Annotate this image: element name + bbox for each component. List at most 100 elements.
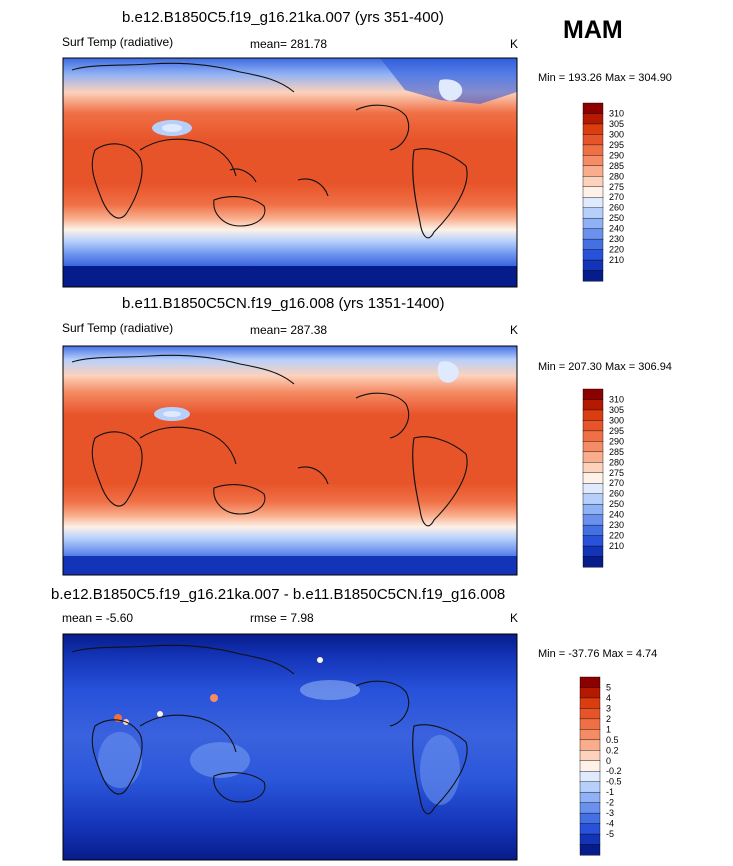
colorbar-1-label: 260 xyxy=(609,203,624,213)
colorbar-3-label: 0 xyxy=(606,756,611,766)
colorbar-2-swatch xyxy=(582,545,604,558)
colorbar-2-label: 305 xyxy=(609,405,624,415)
colorbar-1-label: 285 xyxy=(609,161,624,171)
colorbar-2-swatch xyxy=(582,503,604,516)
colorbar-3-label: -5 xyxy=(606,829,614,839)
panel-2-units: K xyxy=(510,323,519,337)
panel-1-mean: mean= 281.78 xyxy=(250,37,328,51)
colorbar-2-swatch xyxy=(582,556,604,568)
colorbar-1-label: 300 xyxy=(609,129,624,139)
colorbar-3-swatch xyxy=(579,833,601,846)
colorbar-2-swatch xyxy=(582,430,604,442)
colorbar-2-label: 220 xyxy=(609,531,624,541)
colorbar-1-label: 230 xyxy=(609,234,624,244)
colorbar-2-label: 295 xyxy=(609,426,624,436)
colorbar-3-swatch xyxy=(579,676,601,688)
colorbar-1-swatch xyxy=(582,155,604,167)
panel-1-units: K xyxy=(510,37,519,51)
colorbar-1-swatch xyxy=(582,217,604,230)
colorbar-3-swatch xyxy=(579,791,601,804)
panel-2-title: b.e11.B1850C5CN.f19_g16.008 (yrs 1351-14… xyxy=(122,295,445,312)
colorbar-2-swatch xyxy=(582,493,604,505)
colorbar-1-label: 250 xyxy=(609,213,624,223)
colorbar-3-swatch xyxy=(579,750,601,762)
colorbar-3-swatch xyxy=(579,812,601,825)
colorbar-2-swatch xyxy=(582,524,604,537)
colorbar-1-swatch xyxy=(582,207,604,219)
panel-3-units: K xyxy=(510,611,519,625)
colorbar-1-swatch xyxy=(582,144,604,156)
colorbar-1-label: 270 xyxy=(609,192,624,202)
colorbar-2-label: 300 xyxy=(609,415,624,425)
colorbar-2-label: 240 xyxy=(609,510,624,520)
colorbar-1-label: 275 xyxy=(609,182,624,192)
colorbar-1-swatch xyxy=(582,238,604,251)
colorbar-3-swatch xyxy=(579,771,601,783)
colorbar-1-swatch xyxy=(582,176,604,188)
colorbar-3-swatch xyxy=(579,687,601,699)
panel-3-minmax: Min = -37.76 Max = 4.74 xyxy=(538,648,658,660)
colorbar-3-swatch xyxy=(579,844,601,856)
colorbar-2-label: 310 xyxy=(609,394,624,404)
colorbar-2-swatch xyxy=(582,409,604,421)
colorbar-3-swatch xyxy=(579,781,601,793)
colorbar-2-label: 260 xyxy=(609,489,624,499)
map-panel-2 xyxy=(62,345,518,576)
panel-2-minmax: Min = 207.30 Max = 306.94 xyxy=(538,361,672,373)
panel-2-variable: Surf Temp (radiative) xyxy=(62,321,174,335)
colorbar-2-swatch xyxy=(582,472,604,484)
colorbar-2-label: 280 xyxy=(609,457,624,467)
colorbar-3-swatch xyxy=(579,697,601,709)
colorbar-2-label: 285 xyxy=(609,447,624,457)
colorbar-1-swatch xyxy=(582,270,604,282)
colorbar-1-swatch xyxy=(582,228,604,240)
map-panel-1 xyxy=(62,57,518,288)
panel-3-mean: mean = -5.60 xyxy=(62,611,134,625)
colorbar-3-label: -1 xyxy=(606,787,614,797)
colorbar-1-label: 210 xyxy=(609,255,624,265)
colorbar-2-label: 230 xyxy=(609,520,624,530)
colorbar-1-label: 240 xyxy=(609,224,624,234)
colorbar-2-swatch xyxy=(582,451,604,463)
colorbar-2-swatch xyxy=(582,535,604,547)
colorbar-3-label: 5 xyxy=(606,682,611,692)
panel-3-title: b.e12.B1850C5.f19_g16.21ka.007 - b.e11.B… xyxy=(51,586,506,603)
colorbar-2-label: 290 xyxy=(609,436,624,446)
colorbar-3-swatch xyxy=(579,729,601,741)
colorbar-2-swatch xyxy=(582,514,604,526)
colorbar-2-label: 275 xyxy=(609,468,624,478)
panel-1-variable: Surf Temp (radiative) xyxy=(62,35,174,49)
season-label: MAM xyxy=(563,16,623,44)
colorbar-3-label: -0.5 xyxy=(606,777,622,787)
panel-1-title: b.e12.B1850C5.f19_g16.21ka.007 (yrs 351-… xyxy=(122,9,444,26)
colorbar-3-label: -0.2 xyxy=(606,766,622,776)
colorbar-3-swatch xyxy=(579,708,601,720)
colorbar-2-label: 210 xyxy=(609,541,624,551)
colorbar-2-swatch xyxy=(582,483,604,495)
colorbar-1-swatch xyxy=(582,197,604,209)
colorbar-3-label: -3 xyxy=(606,808,614,818)
colorbar-2-swatch xyxy=(582,399,604,411)
colorbar-1-swatch xyxy=(582,113,604,125)
colorbar-3-label: 0.2 xyxy=(606,745,619,755)
colorbar-3-swatch xyxy=(579,718,601,730)
colorbar-1-swatch xyxy=(582,165,604,177)
colorbar-3-label: 0.5 xyxy=(606,735,619,745)
colorbar-3-swatch xyxy=(579,823,601,835)
colorbar-3-swatch xyxy=(579,802,601,814)
panel-3-rmse: rmse = 7.98 xyxy=(250,611,314,625)
colorbar-2: 3103053002952902852802752702602502402302… xyxy=(582,388,624,568)
colorbar-1-swatch xyxy=(582,259,604,272)
colorbar-2-swatch xyxy=(582,441,604,453)
colorbar-3-label: -2 xyxy=(606,798,614,808)
colorbar-3-swatch xyxy=(579,760,601,772)
panel-1-minmax: Min = 193.26 Max = 304.90 xyxy=(538,72,672,84)
colorbar-3-label: -4 xyxy=(606,819,614,829)
colorbar-1-label: 305 xyxy=(609,119,624,129)
panel-2-mean: mean= 287.38 xyxy=(250,323,328,337)
colorbar-3-label: 3 xyxy=(606,703,611,713)
colorbar-3-label: 2 xyxy=(606,714,611,724)
colorbar-1-label: 280 xyxy=(609,171,624,181)
colorbar-1-label: 290 xyxy=(609,150,624,160)
